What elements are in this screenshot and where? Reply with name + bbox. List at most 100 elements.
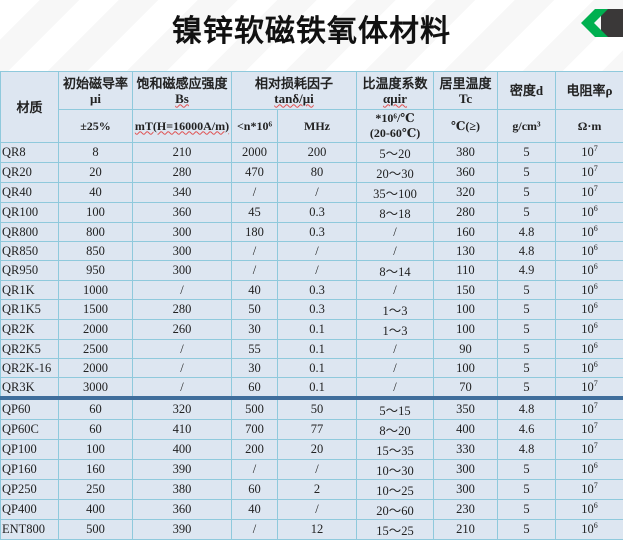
cell-density: 4.8 [498,242,556,261]
cell-material: QP400 [1,500,59,520]
cell-density: 5 [498,300,556,320]
cell-loss: / [232,460,278,480]
cell-bs: 360 [133,500,232,520]
cell-freq: / [278,261,357,281]
cell-freq: 12 [278,520,357,540]
cell-density: 5 [498,320,556,340]
cell-resistivity: 106 [556,261,623,281]
cell-material: QR2K5 [1,340,59,359]
cell-material: QP250 [1,480,59,500]
cell-density: 5 [498,480,556,500]
cell-tc: 320 [434,183,498,203]
cell-freq: / [278,500,357,520]
cell-loss: 60 [232,378,278,399]
cell-mu-i: 250 [59,480,133,500]
unit-freq: MHz [278,110,357,143]
cell-material: QR100 [1,203,59,223]
cell-tc: 230 [434,500,498,520]
cell-loss: / [232,242,278,261]
cell-freq: / [278,242,357,261]
cell-material: QR1K [1,281,59,300]
cell-temp-coef: / [357,242,434,261]
cell-bs: 300 [133,242,232,261]
cell-tc: 330 [434,440,498,460]
cell-material: QR8 [1,143,59,163]
unit-tc: ℃(≥) [434,110,498,143]
col-resistivity: 电阻率ρ [556,72,623,110]
cell-freq: 20 [278,440,357,460]
cell-resistivity: 107 [556,378,623,399]
cell-loss: 40 [232,500,278,520]
cell-mu-i: 2500 [59,340,133,359]
cell-material: QR2K-16 [1,359,59,378]
cell-temp-coef: / [357,359,434,378]
cell-resistivity: 107 [556,143,623,163]
cell-mu-i: 40 [59,183,133,203]
cell-material: QR2K [1,320,59,340]
cell-tc: 300 [434,460,498,480]
cell-temp-coef: 15～35 [357,440,434,460]
cell-resistivity: 107 [556,440,623,460]
cell-tc: 160 [434,223,498,242]
cell-tc: 380 [434,143,498,163]
cell-temp-coef: 20～30 [357,163,434,183]
cell-temp-coef: 15～25 [357,520,434,540]
cell-density: 5 [498,340,556,359]
cell-bs: 380 [133,480,232,500]
cell-material: QR20 [1,163,59,183]
cell-mu-i: 1500 [59,300,133,320]
cell-mu-i: 500 [59,520,133,540]
cell-loss: 50 [232,300,278,320]
cell-temp-coef: 8～20 [357,420,434,440]
cell-resistivity: 106 [556,500,623,520]
unit-bs: mT(H=16000A/m) [133,110,232,143]
cell-freq: 0.3 [278,281,357,300]
cell-mu-i: 2000 [59,320,133,340]
cell-bs: 390 [133,520,232,540]
cell-temp-coef: 20～60 [357,500,434,520]
cell-freq: 2 [278,480,357,500]
cell-resistivity: 106 [556,203,623,223]
cell-bs: 210 [133,143,232,163]
cell-temp-coef: / [357,378,434,399]
cell-loss: 45 [232,203,278,223]
cell-freq: 0.3 [278,223,357,242]
cell-tc: 100 [434,320,498,340]
cell-freq: 200 [278,143,357,163]
cell-resistivity: 107 [556,420,623,440]
cell-temp-coef: / [357,223,434,242]
cell-mu-i: 100 [59,440,133,460]
cell-loss: 55 [232,340,278,359]
cell-resistivity: 106 [556,223,623,242]
cell-mu-i: 8 [59,143,133,163]
cell-temp-coef: 5～15 [357,398,434,420]
cell-bs: 280 [133,300,232,320]
cell-tc: 400 [434,420,498,440]
cell-temp-coef: 1～3 [357,320,434,340]
cell-mu-i: 800 [59,223,133,242]
cell-mu-i: 850 [59,242,133,261]
cell-bs: 410 [133,420,232,440]
cell-resistivity: 107 [556,183,623,203]
cell-loss: 180 [232,223,278,242]
cell-resistivity: 107 [556,480,623,500]
cell-material: QR1K5 [1,300,59,320]
cell-material: QR850 [1,242,59,261]
cell-mu-i: 60 [59,420,133,440]
logo-chevron-icon [581,9,623,37]
cell-density: 5 [498,183,556,203]
cell-temp-coef: 10～25 [357,480,434,500]
